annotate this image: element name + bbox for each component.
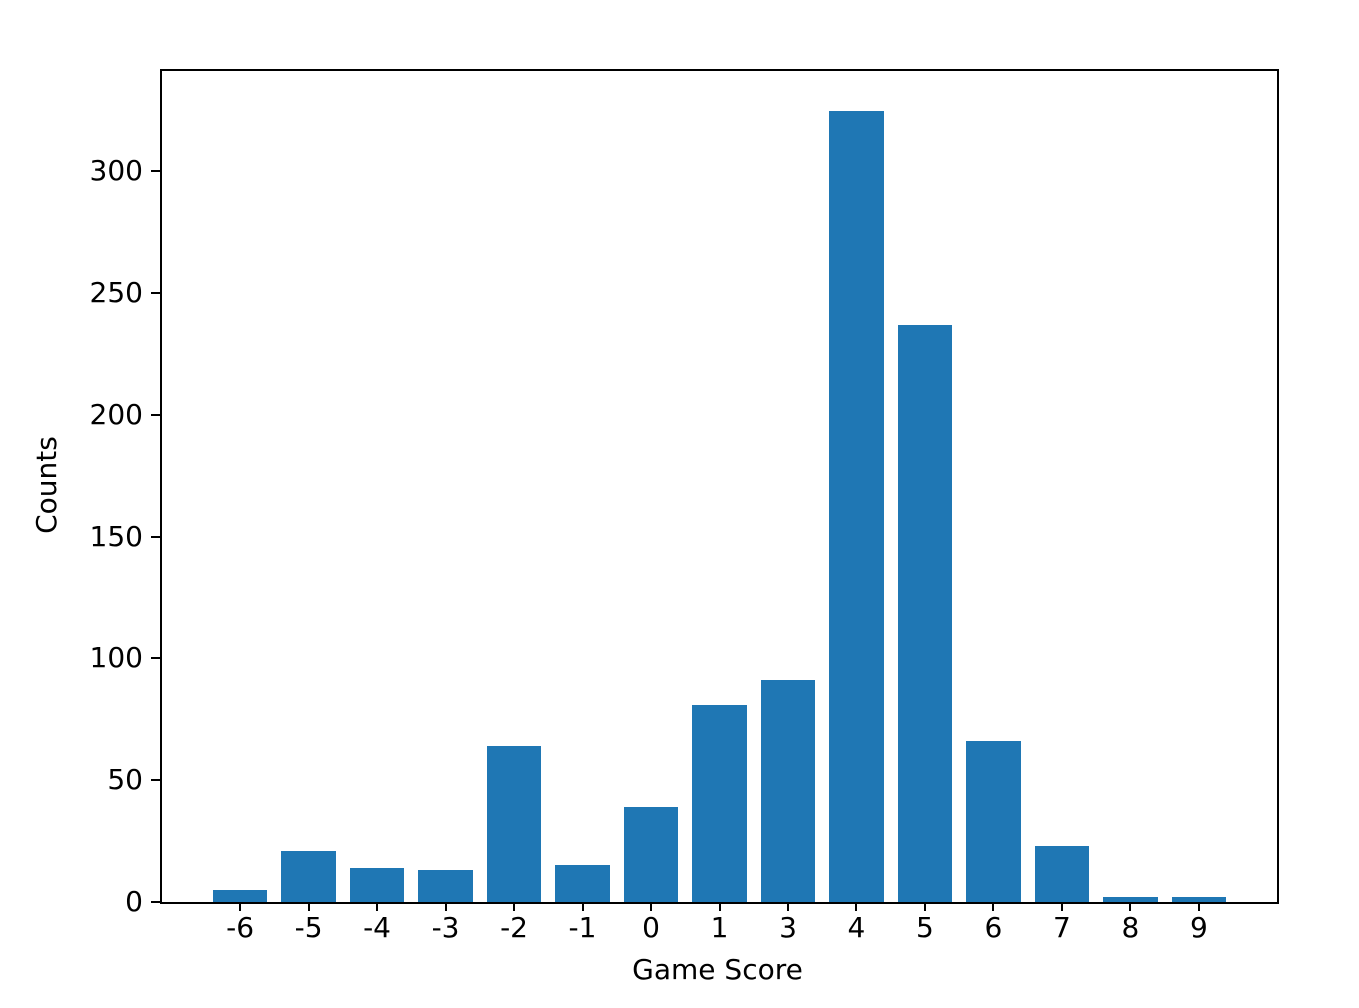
x-tick: [1129, 902, 1132, 911]
x-tick-label: 0: [642, 911, 660, 944]
bar: [692, 704, 747, 902]
y-tick-label: 0: [125, 885, 143, 918]
x-tick: [376, 902, 379, 911]
x-tick: [718, 902, 721, 911]
bar: [349, 867, 405, 902]
x-tick-label: 8: [1121, 911, 1140, 944]
y-tick: [151, 657, 160, 660]
bar: [966, 741, 1021, 902]
x-tick: [786, 902, 789, 911]
bar: [1171, 897, 1227, 902]
bar: [486, 746, 542, 902]
x-tick: [992, 902, 995, 911]
x-tick: [513, 902, 516, 911]
x-tick: [239, 902, 242, 911]
y-tick: [151, 413, 160, 416]
bar: [555, 865, 610, 902]
bar: [1034, 846, 1090, 902]
y-tick-label: 100: [89, 641, 143, 675]
y-axis-label: Counts: [30, 436, 63, 534]
x-tick: [855, 902, 858, 911]
bar: [1103, 897, 1158, 902]
y-tick-label: 300: [89, 154, 143, 188]
x-tick-label: 5: [916, 911, 934, 944]
x-tick-label: 4: [847, 911, 866, 944]
x-tick: [444, 902, 447, 911]
bar: [623, 807, 679, 902]
y-tick: [151, 901, 160, 903]
y-tick-label: 200: [89, 397, 143, 431]
x-tick: [307, 902, 310, 911]
y-tick-label: 150: [89, 519, 143, 553]
x-tick-label: -5: [294, 911, 323, 944]
x-tick-label: 1: [710, 911, 729, 944]
bar: [829, 110, 884, 902]
x-tick-label: -1: [568, 911, 597, 944]
bar: [281, 850, 336, 902]
x-tick-label: 7: [1053, 911, 1071, 944]
bar: [418, 870, 473, 902]
y-tick-label: 50: [107, 763, 143, 797]
bar: [897, 324, 953, 902]
x-tick-label: 3: [779, 911, 797, 944]
x-tick: [1197, 902, 1200, 911]
y-tick: [151, 170, 160, 173]
x-tick-label: -3: [431, 911, 460, 944]
x-tick-label: 6: [984, 911, 1003, 944]
x-tick: [1060, 902, 1063, 911]
x-tick-label: -2: [500, 911, 528, 944]
bar: [212, 889, 268, 902]
y-tick: [151, 292, 160, 295]
x-tick: [650, 902, 652, 911]
y-tick-label: 250: [89, 276, 143, 310]
plot-area: [160, 69, 1279, 904]
x-tick: [581, 902, 584, 911]
x-tick-label: -6: [226, 911, 255, 944]
x-tick-label: -4: [363, 911, 391, 944]
y-tick: [151, 535, 160, 538]
x-axis-label: Game Score: [632, 953, 803, 986]
x-tick-label: 9: [1190, 911, 1208, 944]
y-tick: [151, 779, 160, 782]
bar: [760, 680, 816, 902]
x-tick: [923, 902, 926, 911]
